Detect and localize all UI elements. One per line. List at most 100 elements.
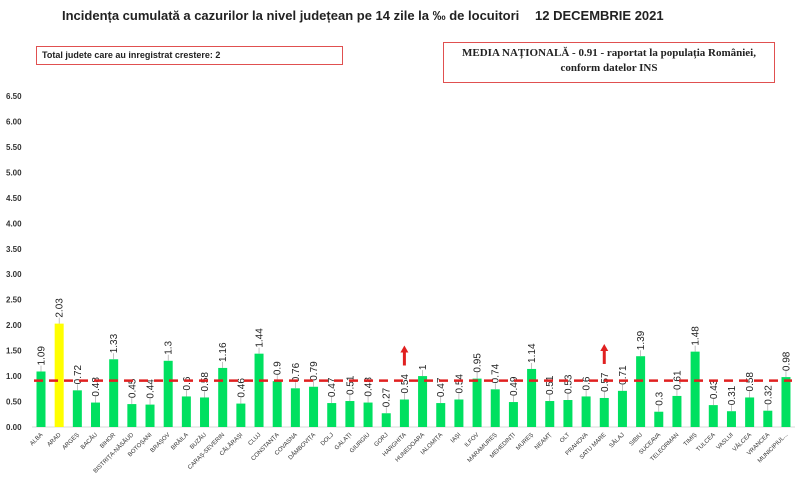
x-tick-label: ALBA: [29, 432, 44, 447]
bar: [91, 402, 101, 427]
bar: [581, 396, 591, 427]
y-tick-label: 6.00: [6, 117, 22, 126]
bar: [418, 376, 428, 427]
x-tick-label: TIMIȘ: [683, 432, 699, 448]
bar: [708, 405, 718, 427]
increase-arrow-head-icon: [400, 345, 409, 353]
bar: [290, 388, 300, 427]
y-tick-label: 0.50: [6, 398, 22, 407]
bar: [690, 351, 700, 427]
bar: [236, 403, 246, 427]
bar: [654, 411, 664, 427]
data-label: 1.16: [218, 342, 229, 362]
bar: [381, 413, 391, 427]
national-average-box: MEDIA NAȚIONALĂ - 0.91 - raportat la pop…: [443, 42, 775, 83]
y-tick-label: 3.50: [6, 245, 22, 254]
bar: [272, 381, 282, 427]
x-tick-label: TULCEA: [696, 432, 717, 453]
data-label: 0.44: [146, 379, 157, 399]
bar: [345, 401, 355, 427]
data-label: 0.58: [745, 372, 756, 392]
data-label: 1.48: [691, 326, 702, 346]
x-tick-label: BACĂU: [79, 431, 99, 451]
data-label: 0.79: [309, 361, 320, 381]
bar: [72, 390, 82, 427]
bar: [563, 400, 573, 427]
data-label: 0.32: [763, 385, 774, 405]
bar: [254, 353, 264, 427]
bar: [36, 371, 46, 427]
data-label: 0.46: [236, 378, 247, 398]
data-label: 0.47: [327, 377, 338, 397]
bar: [127, 404, 137, 427]
y-tick-label: 4.50: [6, 194, 22, 203]
bar: [145, 404, 155, 427]
data-label: 0.6: [182, 376, 193, 390]
data-label: 0.3: [654, 391, 665, 405]
data-label: 0.27: [382, 387, 393, 407]
data-label: 1.39: [636, 330, 647, 350]
bar: [309, 386, 319, 427]
bar: [490, 389, 500, 427]
data-label: 0.74: [491, 363, 502, 383]
bar: [508, 402, 518, 427]
bar: [181, 396, 191, 427]
y-tick-label: 1.50: [6, 347, 22, 356]
bar: [636, 356, 646, 427]
data-label: 0.57: [600, 372, 611, 392]
bar: [472, 378, 482, 427]
increase-count-box: Total judete care au inregistrat crester…: [36, 46, 343, 65]
data-label: 0.98: [781, 351, 792, 371]
x-tick-label: ARGEȘ: [62, 432, 81, 451]
data-label: 0.95: [473, 353, 484, 373]
data-label: 1.44: [255, 328, 266, 348]
y-tick-label: 5.00: [6, 168, 22, 177]
data-label: 0.45: [127, 378, 138, 398]
x-tick-label: SIBIU: [629, 432, 644, 447]
x-tick-label: GORJ: [374, 432, 390, 448]
bar: [399, 399, 409, 427]
x-tick-label: ARAD: [47, 432, 64, 449]
bar: [436, 403, 446, 427]
bar: [545, 401, 555, 427]
data-label: 0.51: [545, 375, 556, 395]
y-tick-label: 2.50: [6, 296, 22, 305]
data-label: 0.48: [364, 377, 375, 397]
bar: [200, 397, 210, 427]
data-label: 0.48: [91, 377, 102, 397]
data-label: 0.51: [345, 375, 356, 395]
bar: [527, 368, 537, 427]
bar: [672, 395, 682, 427]
data-label: 0.54: [400, 374, 411, 394]
data-label: 0.72: [73, 364, 84, 384]
x-tick-label: IAȘI: [450, 432, 462, 444]
y-tick-label: 6.50: [6, 92, 22, 101]
x-tick-label: SĂLAJ: [608, 431, 626, 449]
x-tick-label: BRAȘOV: [150, 432, 172, 454]
bar: [218, 367, 228, 427]
national-average-text: MEDIA NAȚIONALĂ - 0.91 - raportat la pop…: [462, 47, 756, 59]
data-label: 1.14: [527, 343, 538, 363]
bar: [54, 323, 64, 427]
data-label: 1.09: [37, 346, 48, 366]
y-tick-label: 1.00: [6, 372, 22, 381]
data-label: 1.3: [164, 340, 175, 354]
increase-arrow-head-icon: [600, 343, 609, 351]
bar: [617, 390, 627, 427]
y-tick-label: 2.00: [6, 321, 22, 330]
data-label: 0.71: [618, 365, 629, 385]
data-label: 0.61: [672, 370, 683, 390]
data-label: 0.43: [709, 379, 720, 399]
bar: [726, 411, 736, 427]
y-tick-label: 3.00: [6, 270, 22, 279]
bar: [109, 359, 119, 427]
x-tick-label: MUREȘ: [515, 432, 535, 452]
x-tick-label: CLUJ: [248, 432, 263, 447]
data-label: 2.03: [55, 298, 66, 318]
bar: [763, 410, 773, 427]
data-label: 0.54: [454, 374, 465, 394]
x-tick-label: BRĂILA: [170, 431, 190, 451]
chart-title: Incidența cumulată a cazurilor la nivel …: [62, 8, 520, 23]
y-tick-label: 4.00: [6, 219, 22, 228]
